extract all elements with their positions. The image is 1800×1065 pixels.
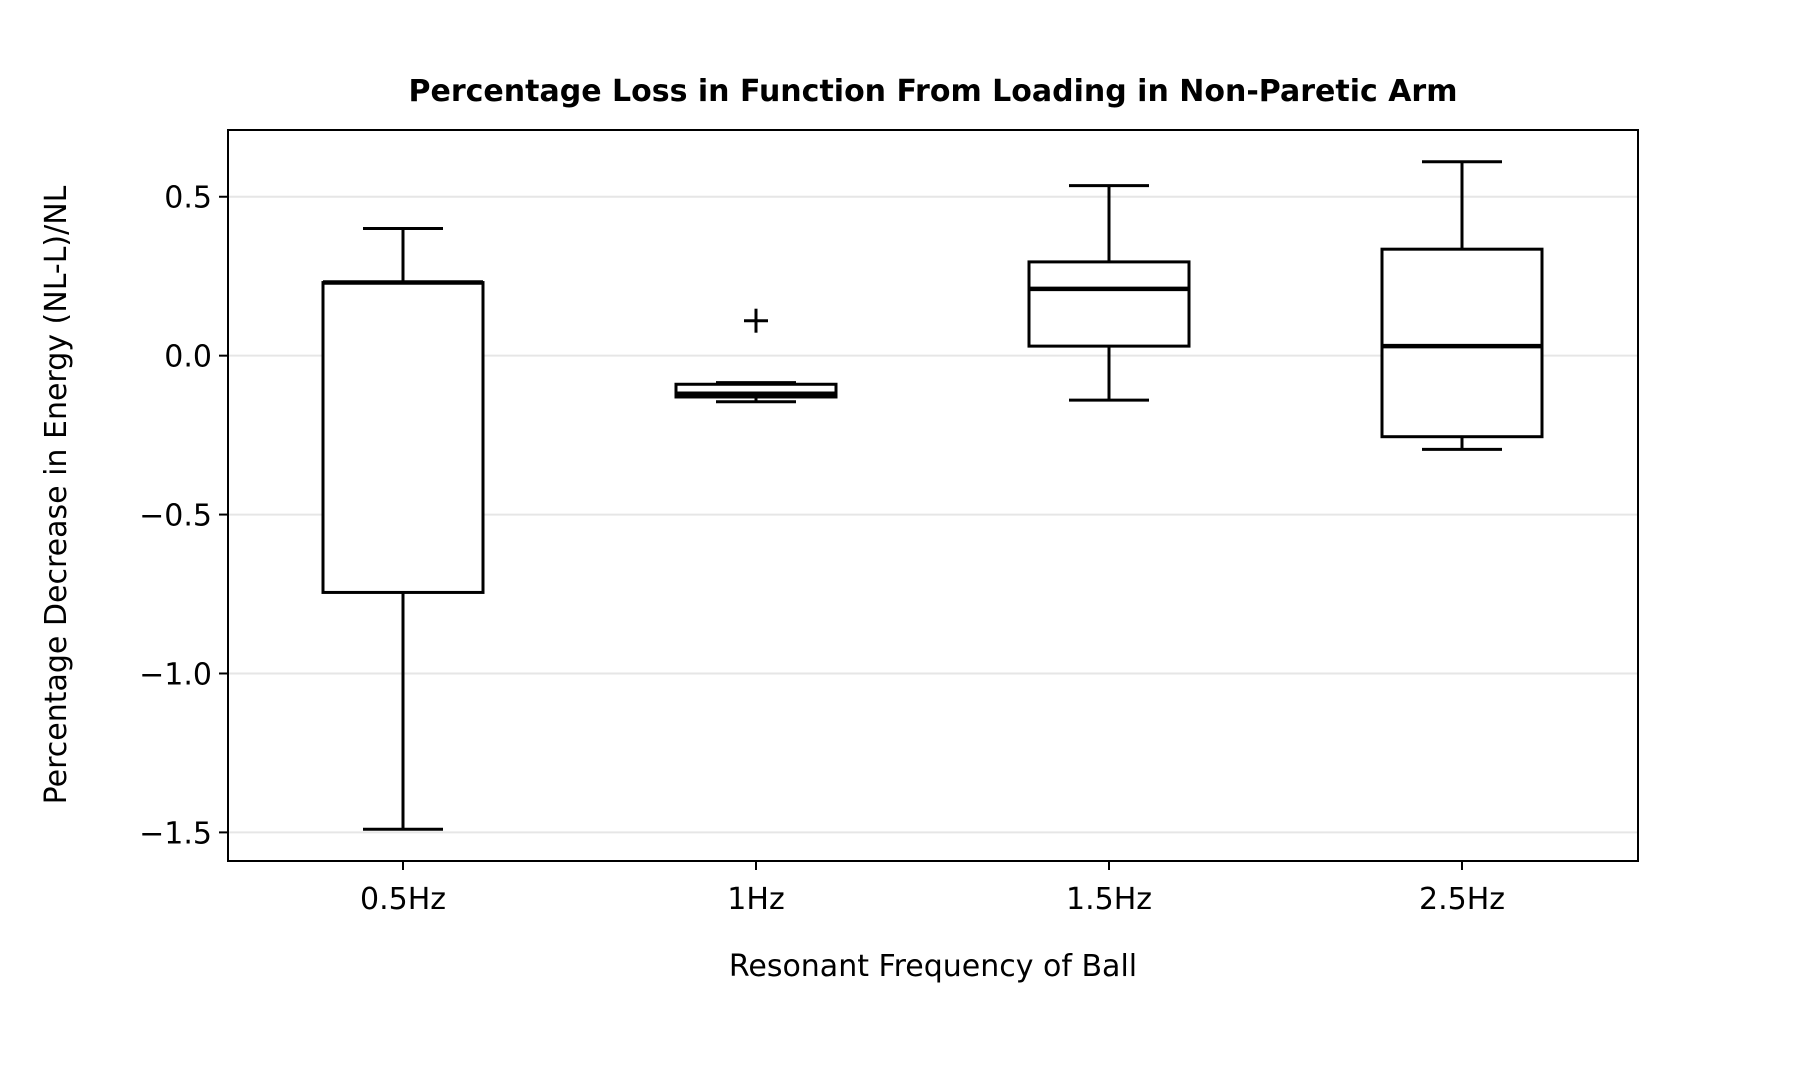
iqr-box <box>321 281 485 594</box>
box-series <box>321 160 1544 831</box>
y-axis: 0.5 0.0 −0.5 −1.0 −1.5 <box>139 181 228 851</box>
outlier-marker <box>744 308 768 333</box>
x-tick-label: 2.5Hz <box>1419 882 1505 917</box>
plot-frame <box>227 129 1639 862</box>
x-axis: 0.5Hz 1Hz 1.5Hz 2.5Hz <box>360 861 1505 917</box>
y-axis-label: Percentage Decrease in Energy (NL-L)/NL <box>39 185 74 804</box>
y-tick-label: −1.5 <box>139 816 212 851</box>
y-tick-label: −1.0 <box>139 657 212 692</box>
iqr-box <box>1027 260 1191 348</box>
x-axis-label: Resonant Frequency of Ball <box>729 949 1137 984</box>
box-0.5Hz <box>321 227 485 831</box>
y-tick-label: 0.5 <box>164 181 212 216</box>
box-1.5Hz <box>1027 184 1191 402</box>
box-1Hz <box>674 308 838 404</box>
chart-title: Percentage Loss in Function From Loading… <box>409 74 1458 109</box>
iqr-box <box>1380 247 1544 439</box>
y-tick-label: −0.5 <box>139 499 212 534</box>
box-2.5Hz <box>1380 160 1544 451</box>
x-tick-label: 1.5Hz <box>1066 882 1152 917</box>
x-tick-label: 1Hz <box>727 882 784 917</box>
y-tick-label: 0.0 <box>164 340 212 375</box>
x-tick-label: 0.5Hz <box>360 882 446 917</box>
